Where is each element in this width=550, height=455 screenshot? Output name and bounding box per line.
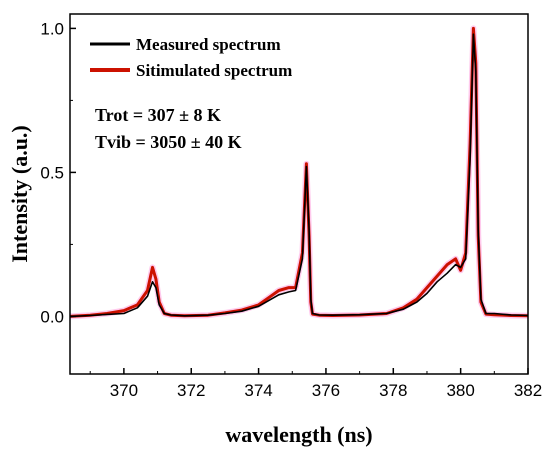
x-tick-label: 376 <box>312 381 340 400</box>
x-tick-label: 378 <box>379 381 407 400</box>
y-axis-title: Intensity (a.u.) <box>7 125 32 263</box>
legend-label-measured: Measured spectrum <box>136 35 281 54</box>
y-tick-label: 0.0 <box>40 307 64 326</box>
y-axis: 0.0 0.5 1.0 <box>40 19 76 326</box>
legend: Measured spectrum Sitimulated spectrum <box>90 35 292 80</box>
plot-frame <box>69 13 529 375</box>
series-line-measured <box>69 33 529 318</box>
legend-label-simulated: Sitimulated spectrum <box>136 61 292 80</box>
annotation-tvib: Tvib = 3050 ± 40 K <box>95 132 242 152</box>
x-axis: 370 372 374 376 378 380 382 <box>89 368 542 400</box>
x-tick-label: 382 <box>514 381 542 400</box>
y-tick-label: 0.5 <box>40 163 64 182</box>
x-tick-label: 370 <box>110 381 138 400</box>
x-tick-label: 372 <box>177 381 205 400</box>
annotation-trot: Trot = 307 ± 8 K <box>95 105 221 125</box>
x-tick-label: 374 <box>244 381 272 400</box>
plot-area <box>69 25 529 320</box>
x-tick-label: 380 <box>446 381 474 400</box>
y-tick-label: 1.0 <box>40 19 64 38</box>
x-axis-title: wavelength (ns) <box>225 422 372 447</box>
